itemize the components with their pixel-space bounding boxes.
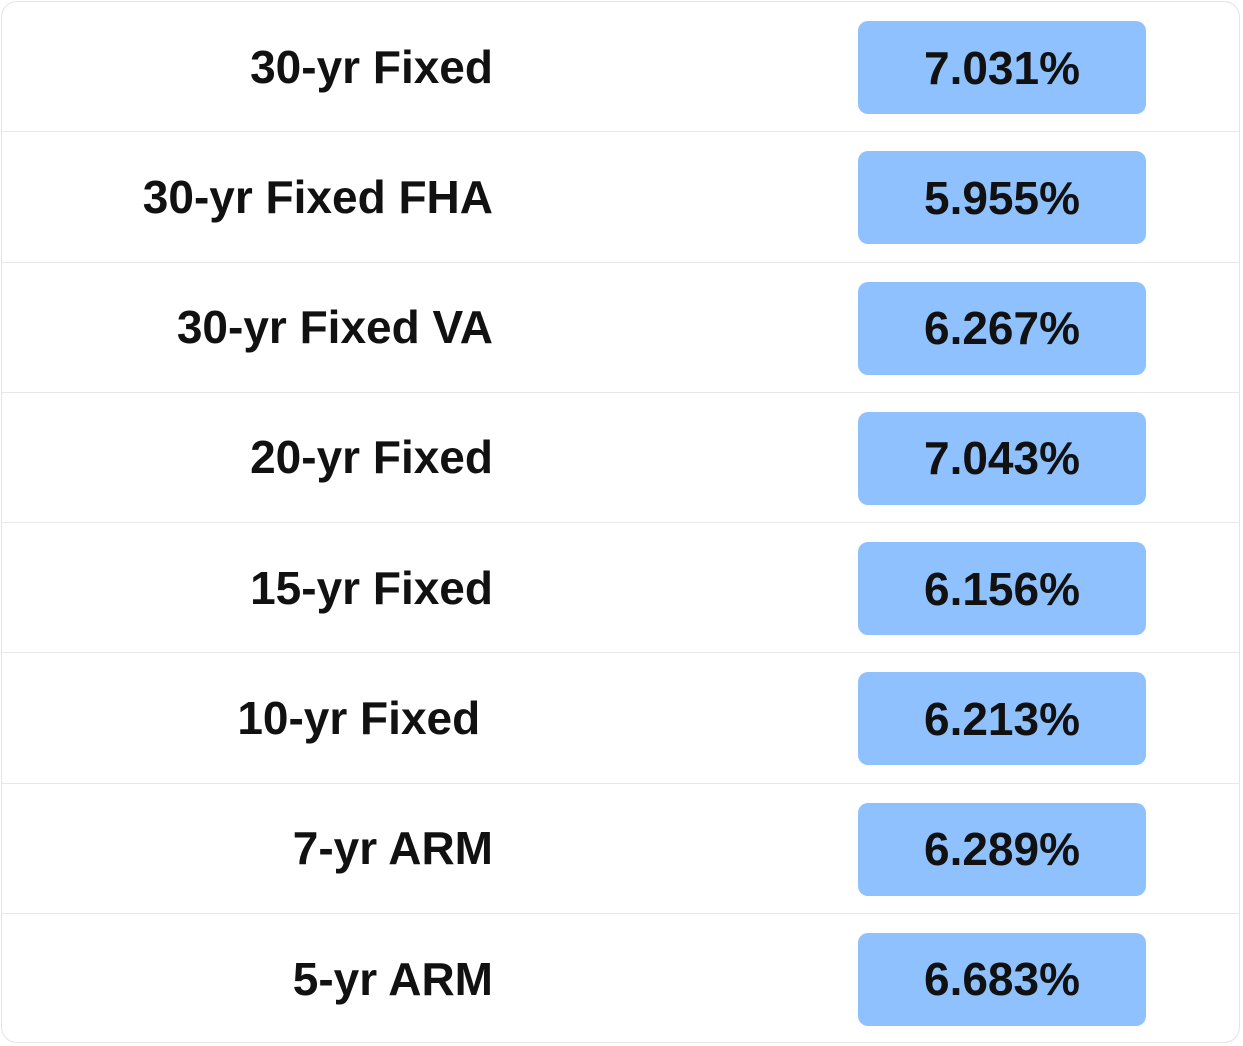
loan-type: 30-yr Fixed FHA <box>142 170 493 223</box>
loan-type: 30-yr Fixed <box>250 40 493 93</box>
rate-row: 15-yr Fixed 6.156% <box>2 523 1239 654</box>
rate-row: 5-yr ARM 6.683% <box>2 914 1239 1042</box>
rate-row: 30-yr Fixed VA 6.267% <box>2 263 1239 393</box>
rate-badge: 6.683% <box>858 932 1146 1026</box>
rate-badge: 6.289% <box>858 802 1146 896</box>
rate-row: 30-yr Fixed FHA 5.955% <box>2 132 1239 263</box>
rate-badge: 7.031% <box>858 21 1146 114</box>
rate-badge: 6.213% <box>858 672 1146 766</box>
rate-badge: 6.156% <box>858 542 1146 635</box>
rate-badge: 6.267% <box>858 281 1146 375</box>
loan-type: 20-yr Fixed <box>250 431 493 484</box>
loan-type: 7-yr ARM <box>292 822 493 875</box>
loan-type: 30-yr Fixed VA <box>176 301 493 354</box>
rate-row: 20-yr Fixed 7.043% <box>2 393 1239 523</box>
loan-type: 15-yr Fixed <box>250 561 493 614</box>
rate-row: 30-yr Fixed 7.031% <box>2 2 1239 133</box>
loan-type: 5-yr ARM <box>292 952 493 1005</box>
rate-row: 7-yr ARM 6.289% <box>2 784 1239 914</box>
loan-type: 10-yr Fixed <box>237 691 493 744</box>
rate-row: 10-yr Fixed 6.213% <box>2 653 1239 784</box>
rate-badge: 7.043% <box>858 411 1146 505</box>
rate-badge: 5.955% <box>858 151 1146 245</box>
